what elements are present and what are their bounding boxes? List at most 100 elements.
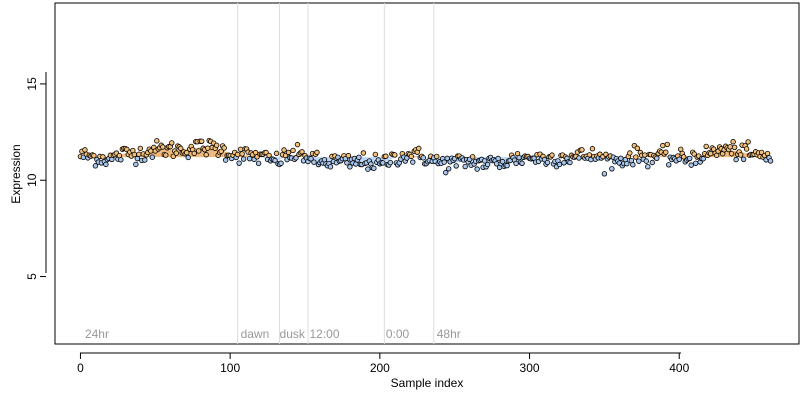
data-point-94	[218, 148, 224, 154]
x-tick-label-1: 100	[220, 361, 240, 375]
data-point-257	[462, 163, 468, 170]
data-point-285	[504, 162, 510, 169]
data-point-411	[693, 160, 699, 166]
data-point-154	[308, 156, 314, 162]
period-dividers	[237, 3, 435, 344]
data-point-282	[499, 158, 506, 165]
data-point-64	[173, 150, 179, 156]
data-point-461	[767, 158, 774, 164]
data-point-407	[687, 155, 693, 162]
data-point-421	[707, 150, 714, 157]
data-point-27	[118, 157, 124, 163]
data-point-158	[314, 149, 320, 156]
data-point-418	[703, 143, 709, 150]
data-point-37	[133, 161, 139, 168]
data-point-441	[737, 152, 744, 158]
data-points	[77, 137, 774, 177]
data-point-36	[131, 151, 138, 158]
data-point-437	[731, 144, 738, 150]
data-point-385	[654, 155, 660, 162]
data-point-107	[237, 146, 244, 153]
data-point-243	[441, 159, 447, 165]
data-point-167	[327, 164, 334, 170]
data-point-134	[278, 160, 284, 166]
data-point-3	[82, 147, 88, 153]
data-point-96	[221, 145, 227, 151]
data-point-79	[196, 148, 202, 154]
period-label-4: 0:00	[386, 327, 410, 341]
data-point-265	[474, 166, 480, 172]
data-point-179	[345, 152, 352, 159]
data-point-136	[281, 147, 287, 153]
data-point-251	[453, 163, 459, 169]
data-point-178	[344, 160, 350, 166]
data-point-139	[285, 149, 292, 156]
data-point-403	[681, 154, 687, 160]
data-point-435	[728, 151, 735, 157]
data-point-186	[356, 154, 362, 161]
data-point-443	[740, 156, 747, 163]
data-point-85	[204, 145, 211, 151]
data-point-221	[408, 153, 414, 160]
data-point-393	[666, 162, 672, 168]
data-point-436	[730, 139, 736, 145]
x-tick-label-3: 300	[520, 361, 540, 375]
data-point-71	[184, 149, 190, 156]
data-point-109	[240, 156, 247, 162]
data-point-379	[645, 164, 651, 170]
data-point-295	[519, 160, 525, 166]
period-labels: 24hr dawn dusk 12:00 0:00 48hr	[85, 327, 461, 341]
data-point-156	[311, 159, 317, 165]
y-tick-label-1: 10	[25, 173, 39, 187]
data-point-445	[743, 146, 750, 152]
period-label-3: 12:00	[309, 327, 339, 341]
data-point-91	[213, 142, 220, 149]
data-point-391	[663, 149, 669, 155]
data-point-105	[234, 151, 241, 158]
data-point-333	[576, 155, 582, 161]
data-point-131	[273, 150, 280, 157]
x-tick-label-0: 0	[77, 361, 84, 375]
data-point-196	[371, 165, 377, 171]
data-point-106	[236, 160, 242, 166]
data-point-438	[733, 156, 739, 163]
data-point-108	[239, 151, 245, 157]
data-point-455	[758, 149, 765, 156]
y-axis-title: Expression	[9, 144, 23, 203]
data-point-76	[191, 150, 197, 157]
data-point-10	[92, 163, 99, 169]
data-point-62	[170, 153, 176, 160]
data-point-119	[255, 160, 262, 167]
data-point-377	[642, 152, 648, 158]
data-point-372	[634, 145, 641, 151]
axes: 0 100 200 300 400 5 10 15	[25, 72, 690, 375]
data-point-142	[290, 147, 296, 154]
data-point-365	[624, 160, 630, 167]
data-point-446	[745, 139, 751, 145]
data-point-40	[137, 145, 144, 152]
data-point-9	[91, 152, 97, 159]
data-point-408	[688, 162, 694, 168]
data-point-207	[387, 159, 394, 166]
data-point-315	[549, 152, 555, 158]
period-label-2: dusk	[280, 327, 306, 341]
data-point-81	[199, 138, 205, 144]
data-point-144	[293, 155, 299, 161]
data-point-84	[203, 152, 209, 158]
data-point-416	[700, 156, 706, 162]
x-axis-title: Sample index	[391, 376, 464, 390]
data-point-189	[360, 150, 367, 156]
data-point-226	[416, 145, 422, 152]
data-point-272	[484, 161, 491, 168]
data-point-145	[294, 141, 301, 148]
data-point-327	[567, 159, 573, 166]
plot-frame	[54, 2, 800, 345]
y-tick-label-0: 5	[25, 273, 39, 280]
x-tick-label-4: 400	[669, 361, 689, 375]
data-point-246	[446, 166, 452, 172]
data-point-382	[649, 159, 655, 166]
data-point-293	[516, 154, 522, 161]
period-label-5: 48hr	[437, 327, 461, 341]
data-point-97	[222, 157, 229, 163]
